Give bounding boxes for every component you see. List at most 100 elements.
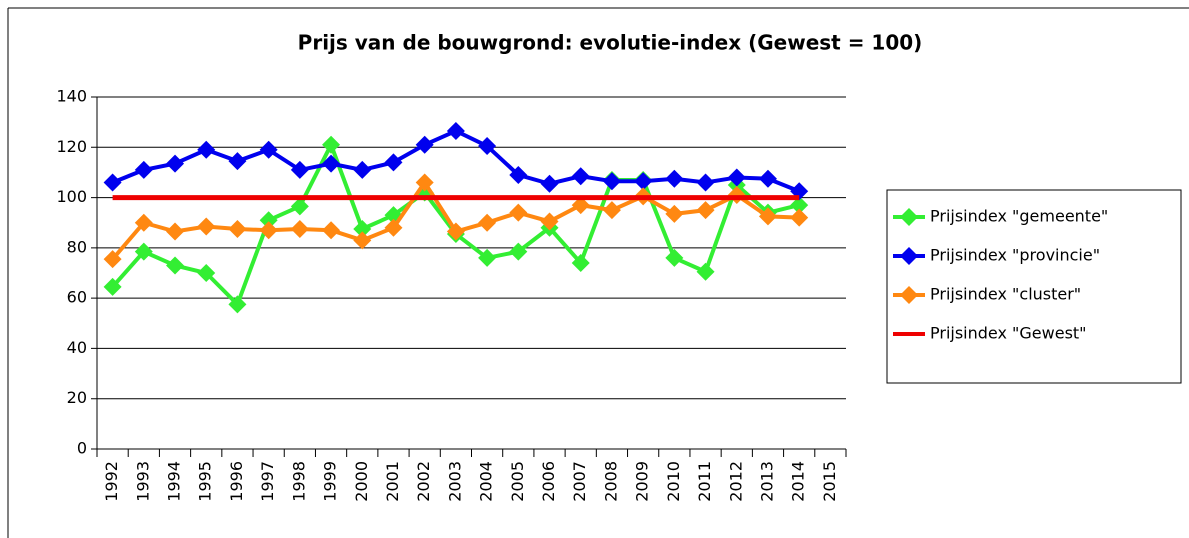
marker [228,152,247,171]
marker [634,172,653,191]
marker [166,154,185,173]
marker [540,174,559,193]
y-tick-label: 40 [67,338,87,357]
marker [571,196,590,215]
marker [415,173,434,192]
marker [571,253,590,272]
marker [415,135,434,154]
marker [228,220,247,238]
x-tick-label: 2013 [757,461,776,502]
y-tick-label: 100 [56,187,87,206]
x-tick-label: 2014 [789,461,808,502]
x-tick-label: 1993 [133,461,152,502]
legend-marker [900,208,918,226]
marker [103,277,122,296]
marker [478,137,497,156]
y-tick-label: 0 [77,439,87,458]
marker [353,231,372,250]
marker [197,264,216,282]
x-tick-label: 2004 [477,461,496,502]
marker [509,203,528,222]
marker [290,160,309,179]
legend-label: Prijsindex "cluster" [930,285,1081,304]
marker [103,173,122,192]
marker [478,213,497,232]
legend-label: Prijsindex "gemeente" [930,207,1108,226]
x-tick-label: 2015 [820,461,839,502]
marker [602,172,621,191]
marker [790,196,809,215]
x-tick-label: 2010 [664,461,683,502]
x-tick-label: 1994 [165,461,184,502]
marker [790,208,809,227]
y-tick-label: 120 [56,137,87,156]
y-tick-label: 80 [67,237,87,256]
legend-label: Prijsindex "provincie" [930,246,1100,265]
x-tick-label: 2007 [570,461,589,502]
marker [696,262,715,281]
x-tick-label: 2006 [539,461,558,502]
x-tick-label: 1999 [321,461,340,502]
x-tick-label: 2003 [445,461,464,502]
marker [259,221,278,240]
marker [696,201,715,220]
legend-label: Prijsindex "Gewest" [930,324,1087,343]
marker [696,173,715,192]
y-tick-label: 60 [67,288,87,307]
x-tick-label: 2011 [695,461,714,502]
legend-marker [900,247,918,265]
marker [166,222,185,241]
marker [322,221,341,240]
marker [322,135,341,154]
chart-title: Prijs van de bouwgrond: evolutie-index (… [298,31,923,55]
marker [446,222,465,241]
marker [509,242,528,261]
marker [290,220,309,238]
marker [571,167,590,186]
x-tick-label: 1992 [102,461,121,502]
x-tick-label: 2005 [508,461,527,502]
marker [259,211,278,230]
marker [446,121,465,140]
legend-marker [900,286,918,304]
marker [290,197,309,216]
x-tick-label: 2008 [601,461,620,502]
x-tick-label: 1997 [258,461,277,502]
marker [197,217,216,236]
marker [478,248,497,267]
marker [540,212,559,231]
marker [665,204,684,223]
marker [259,140,278,159]
marker [758,169,777,188]
marker [166,256,185,275]
x-tick-label: 1998 [289,461,308,502]
x-tick-label: 1996 [227,461,246,502]
marker [384,218,403,237]
legend-box [886,189,1182,384]
marker [103,250,122,269]
marker [322,154,341,173]
y-tick-label: 20 [67,388,87,407]
marker [197,140,216,159]
series-line [111,128,800,194]
marker [134,160,153,179]
x-tick-label: 2002 [414,461,433,502]
marker [353,160,372,179]
marker [134,242,153,261]
marker [384,153,403,172]
x-tick-label: 2001 [383,461,402,502]
marker [509,165,528,184]
marker [758,207,777,226]
marker [353,220,372,238]
x-tick-label: 2012 [726,461,745,502]
marker [228,295,247,314]
y-tick-label: 140 [56,87,87,106]
x-tick-label: 1995 [196,461,215,502]
x-tick-label: 2009 [633,461,652,502]
marker [665,248,684,267]
x-tick-label: 2000 [352,461,371,502]
marker [727,168,746,187]
marker [602,201,621,220]
